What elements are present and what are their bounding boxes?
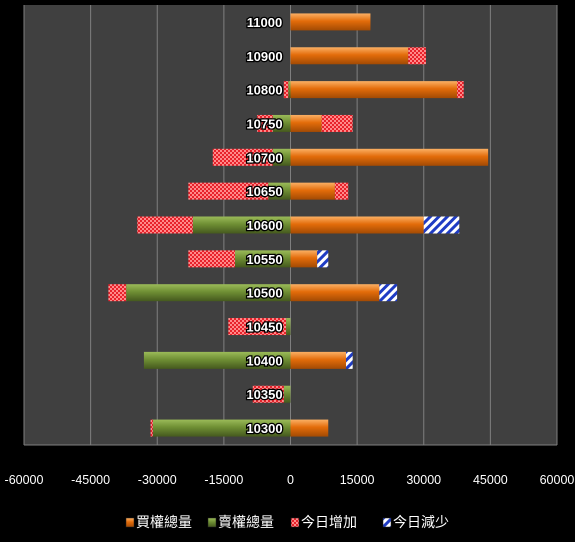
bar-decrease-pos-10500 — [379, 284, 398, 302]
category-label-10600: 10600 — [246, 218, 282, 233]
bar-call-10800 — [290, 81, 458, 99]
bar-decrease-pos-10550 — [317, 250, 329, 268]
bar-put-10300 — [152, 419, 291, 437]
bar-increase-neg-10800 — [283, 81, 289, 99]
x-tick-label-3: -15000 — [204, 473, 243, 487]
legend-label-1: 賣權總量 — [218, 514, 274, 530]
legend-swatch-3 — [382, 517, 392, 528]
bar-increase-pos-10800 — [457, 81, 464, 99]
bar-increase-neg-10300 — [150, 419, 153, 437]
bar-call-10900 — [290, 47, 409, 65]
category-label-10750: 10750 — [246, 116, 282, 131]
bars — [108, 13, 489, 437]
x-tick-label-6: 30000 — [406, 473, 441, 487]
category-label-10900: 10900 — [246, 49, 282, 64]
category-label-11000: 11000 — [247, 15, 282, 30]
x-tick-label-0: -60000 — [5, 473, 44, 487]
bar-increase-neg-10650 — [188, 182, 269, 200]
bar-increase-neg-10750 — [257, 114, 273, 132]
category-label-10350: 10350 — [246, 387, 282, 402]
legend-label-3: 今日減少 — [393, 514, 449, 530]
bar-put-10800 — [288, 81, 291, 99]
legend: 買權總量 賣權總量 今日增加 今日減少 — [125, 514, 449, 530]
category-label-10700: 10700 — [246, 150, 282, 165]
bar-call-10500 — [290, 284, 380, 302]
bar-call-11000 — [290, 13, 371, 31]
legend-swatch-1 — [207, 517, 217, 528]
bar-increase-neg-10350 — [252, 385, 284, 403]
x-tick-label-8: 60000 — [540, 473, 575, 487]
category-label-10550: 10550 — [246, 252, 282, 267]
legend-swatch-0 — [125, 517, 135, 528]
category-label-10800: 10800 — [246, 83, 282, 98]
bar-increase-neg-10450 — [228, 318, 287, 336]
x-tick-label-1: -45000 — [71, 473, 110, 487]
bar-call-10600 — [290, 216, 424, 234]
bar-increase-pos-10900 — [408, 47, 426, 65]
bar-call-10550 — [290, 250, 318, 268]
bar-call-10300 — [290, 419, 329, 437]
bar-increase-neg-10600 — [137, 216, 193, 234]
bar-increase-pos-10650 — [334, 182, 349, 200]
bar-decrease-pos-10400 — [346, 351, 353, 369]
category-label-10300: 10300 — [246, 421, 282, 436]
bar-put-10550 — [234, 250, 291, 268]
category-label-10400: 10400 — [246, 353, 282, 368]
bar-call-10700 — [290, 148, 489, 166]
bar-put-10450 — [286, 318, 291, 336]
x-tick-label-4: 0 — [287, 473, 294, 487]
bar-put-10350 — [283, 385, 291, 403]
x-tick-label-2: -30000 — [138, 473, 177, 487]
bar-call-10650 — [290, 182, 335, 200]
bar-put-10650 — [268, 182, 291, 200]
bar-put-10700 — [272, 148, 291, 166]
x-tick-labels: -60000 -45000 -30000 -15000 0 15000 30000 45000… — [5, 473, 575, 487]
category-label-10500: 10500 — [246, 286, 282, 301]
category-labels: 10300 10350 10400 10450 10500 10550 10600 10650… — [245, 14, 284, 438]
category-label-10650: 10650 — [246, 184, 282, 199]
legend-swatch-2 — [290, 517, 300, 528]
bar-increase-pos-10750 — [321, 114, 353, 132]
bar-put-10400 — [143, 351, 291, 369]
legend-label-2: 今日增加 — [301, 514, 357, 530]
bar-increase-neg-10550 — [188, 250, 235, 268]
bar-put-10750 — [272, 114, 291, 132]
x-tick-label-5: 15000 — [340, 473, 375, 487]
legend-label-0: 買權總量 — [136, 514, 192, 530]
bar-increase-neg-10500 — [108, 284, 127, 302]
bar-put-10500 — [126, 284, 291, 302]
bar-put-10600 — [192, 216, 291, 234]
x-tick-label-7: 45000 — [473, 473, 508, 487]
bar-call-10750 — [290, 114, 322, 132]
bar-call-10400 — [290, 351, 347, 369]
bar-decrease-pos-10600 — [423, 216, 460, 234]
bar-increase-neg-10700 — [212, 148, 273, 166]
category-label-10450: 10450 — [246, 320, 282, 335]
